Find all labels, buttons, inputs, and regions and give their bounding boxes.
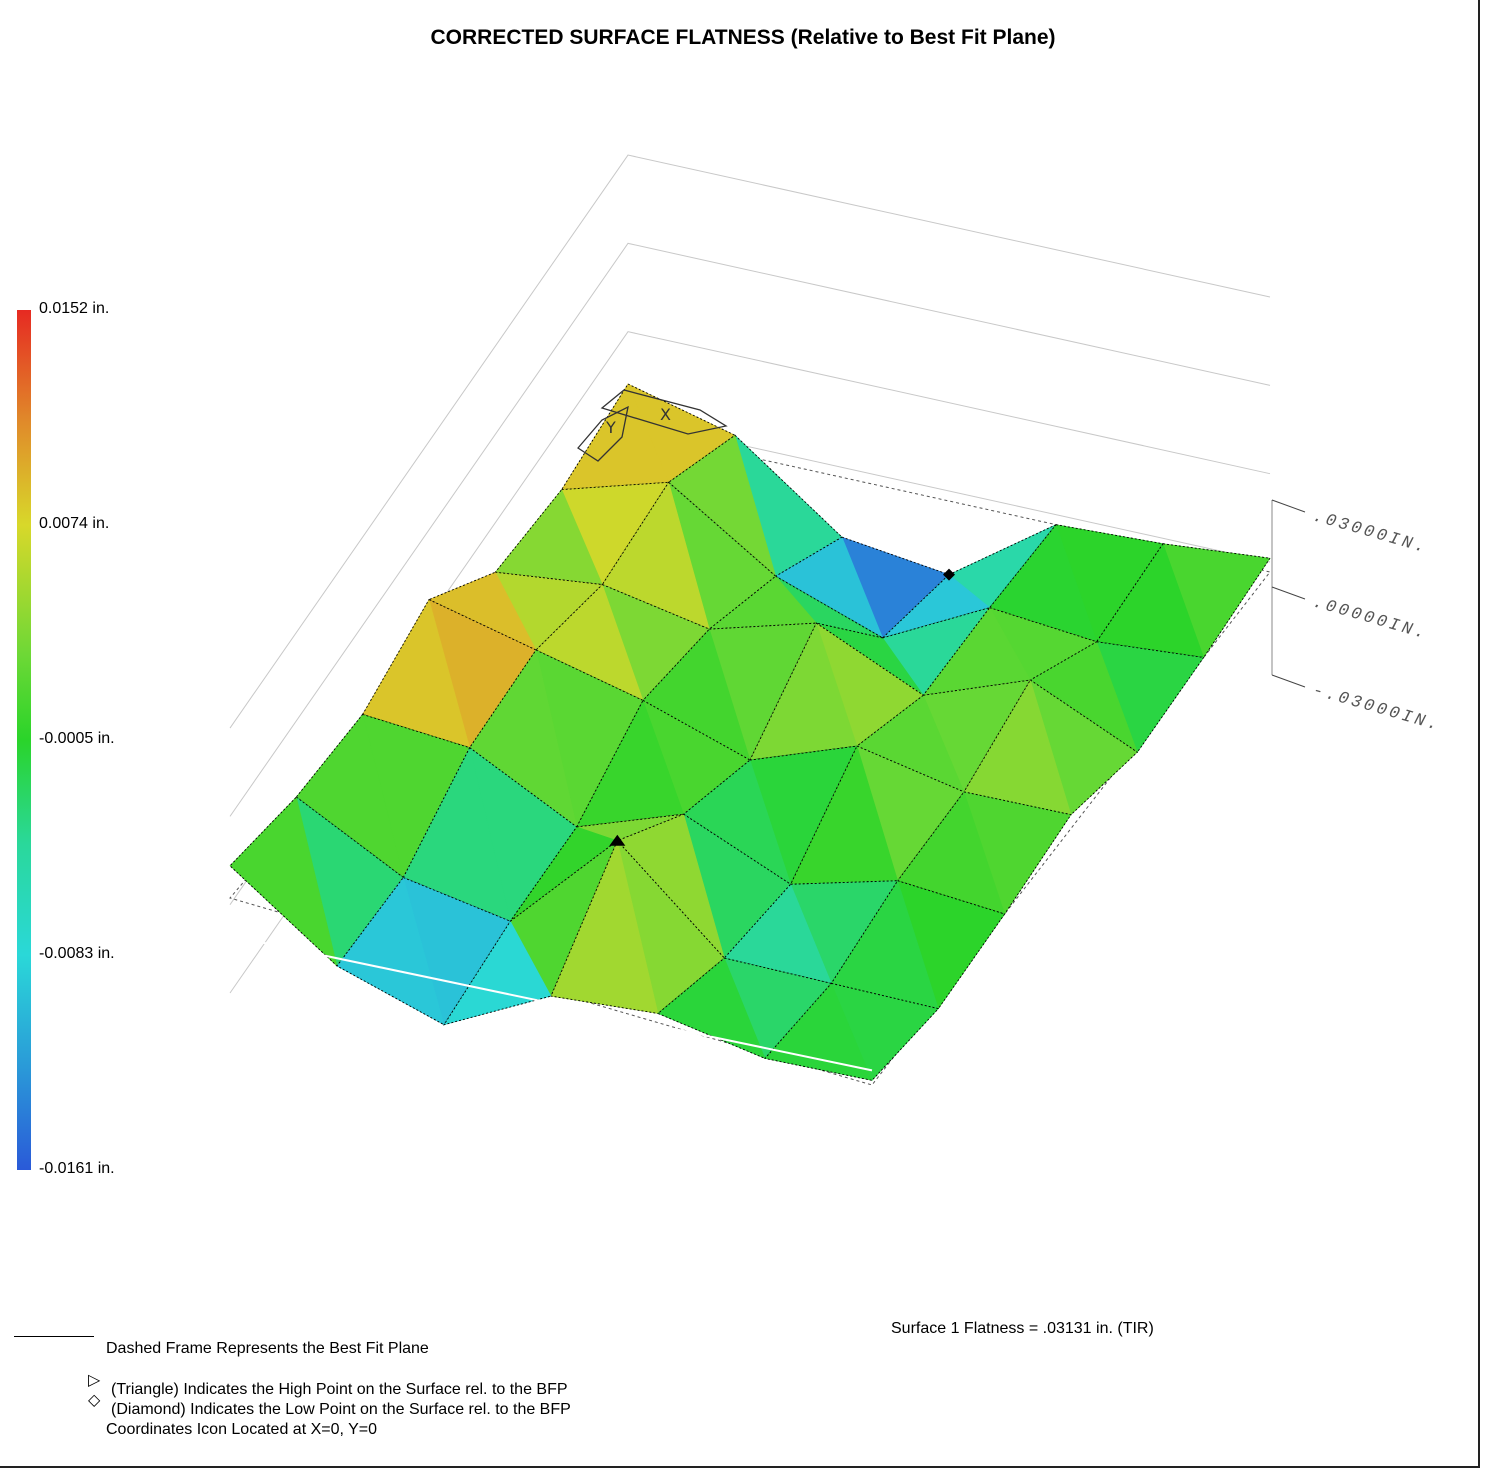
surface-plot: .03000IN. .00000IN. -.03000IN. X Y xyxy=(229,154,1442,1086)
coordinates-icon-y-label: Y xyxy=(605,418,616,437)
surface-gridline-2-4 xyxy=(856,679,1032,793)
low-point-marker xyxy=(943,568,955,581)
surface-gridline-5-2 xyxy=(442,839,619,1026)
colorbar-label-max: 0.0152 in. xyxy=(39,300,110,317)
legend-diamond: (Diamond) Indicates the Low Point on the… xyxy=(111,1401,571,1418)
surface-gridline-0-0 xyxy=(560,383,736,491)
surface-cell-5-5-b xyxy=(764,982,873,1081)
chart-title: CORRECTED SURFACE FLATNESS (Relative to … xyxy=(430,26,1056,49)
surface-cell-5-3-b xyxy=(550,839,659,1014)
z-axis: .03000IN. .00000IN. -.03000IN. xyxy=(1271,499,1442,737)
flatness-text: Surface 1 Flatness = .03131 in. (TIR) xyxy=(891,1320,1154,1337)
diamond-icon: ◇ xyxy=(88,1392,101,1409)
coordinates-icon-x-label: X xyxy=(660,405,671,424)
box-grid-line-1 xyxy=(229,242,1271,817)
surface-gridline-5-1 xyxy=(336,876,512,1026)
surface-mesh xyxy=(229,383,1271,1081)
coordinates-icon-x-box xyxy=(600,389,728,435)
colorbar-label-2: 0.0074 in. xyxy=(39,515,110,532)
z-tick-label-mid: .00000IN. xyxy=(1310,594,1429,645)
legend-triangle: (Triangle) Indicates the High Point on t… xyxy=(111,1381,568,1398)
surface-gridline-5-5 xyxy=(764,982,940,1081)
z-tick-mid xyxy=(1271,586,1306,600)
high-point-marker xyxy=(609,834,626,846)
surface-gridline-0-4 xyxy=(988,524,1164,643)
colorbar-label-mid: -0.0005 in. xyxy=(39,730,115,747)
z-tick-label-bottom: -.03000IN. xyxy=(1310,682,1442,737)
legend-dashed-frame: Dashed Frame Represents the Best Fit Pla… xyxy=(106,1340,429,1357)
colorbar-label-4: -0.0083 in. xyxy=(39,945,115,962)
extreme-point-markers xyxy=(609,568,955,846)
surface-gridline-1-5 xyxy=(1029,641,1205,753)
colorbar xyxy=(17,310,31,1170)
z-tick-top xyxy=(1271,499,1306,513)
surface-gridline-4-3 xyxy=(616,813,792,959)
triangle-icon: ▷ xyxy=(88,1372,101,1389)
coordinates-icon: X Y xyxy=(577,389,728,462)
surface-cell-5-2-b xyxy=(443,920,552,1026)
surface-cell-5-1-b xyxy=(336,876,445,1026)
box-grid-line-0 xyxy=(229,154,1271,729)
surface-gridline-3-4 xyxy=(789,745,965,885)
colorbar-label-min: -0.0161 in. xyxy=(39,1160,115,1177)
z-tick-bottom xyxy=(1271,674,1306,688)
z-tick-label-top: .03000IN. xyxy=(1310,508,1429,559)
surface-gridline-5-4 xyxy=(657,957,833,1059)
legend-line xyxy=(14,1336,94,1337)
coordinates-icon-y-box xyxy=(577,405,629,462)
legend-coordinates: Coordinates Icon Located at X=0, Y=0 xyxy=(106,1421,378,1438)
front-edge xyxy=(229,934,873,1072)
